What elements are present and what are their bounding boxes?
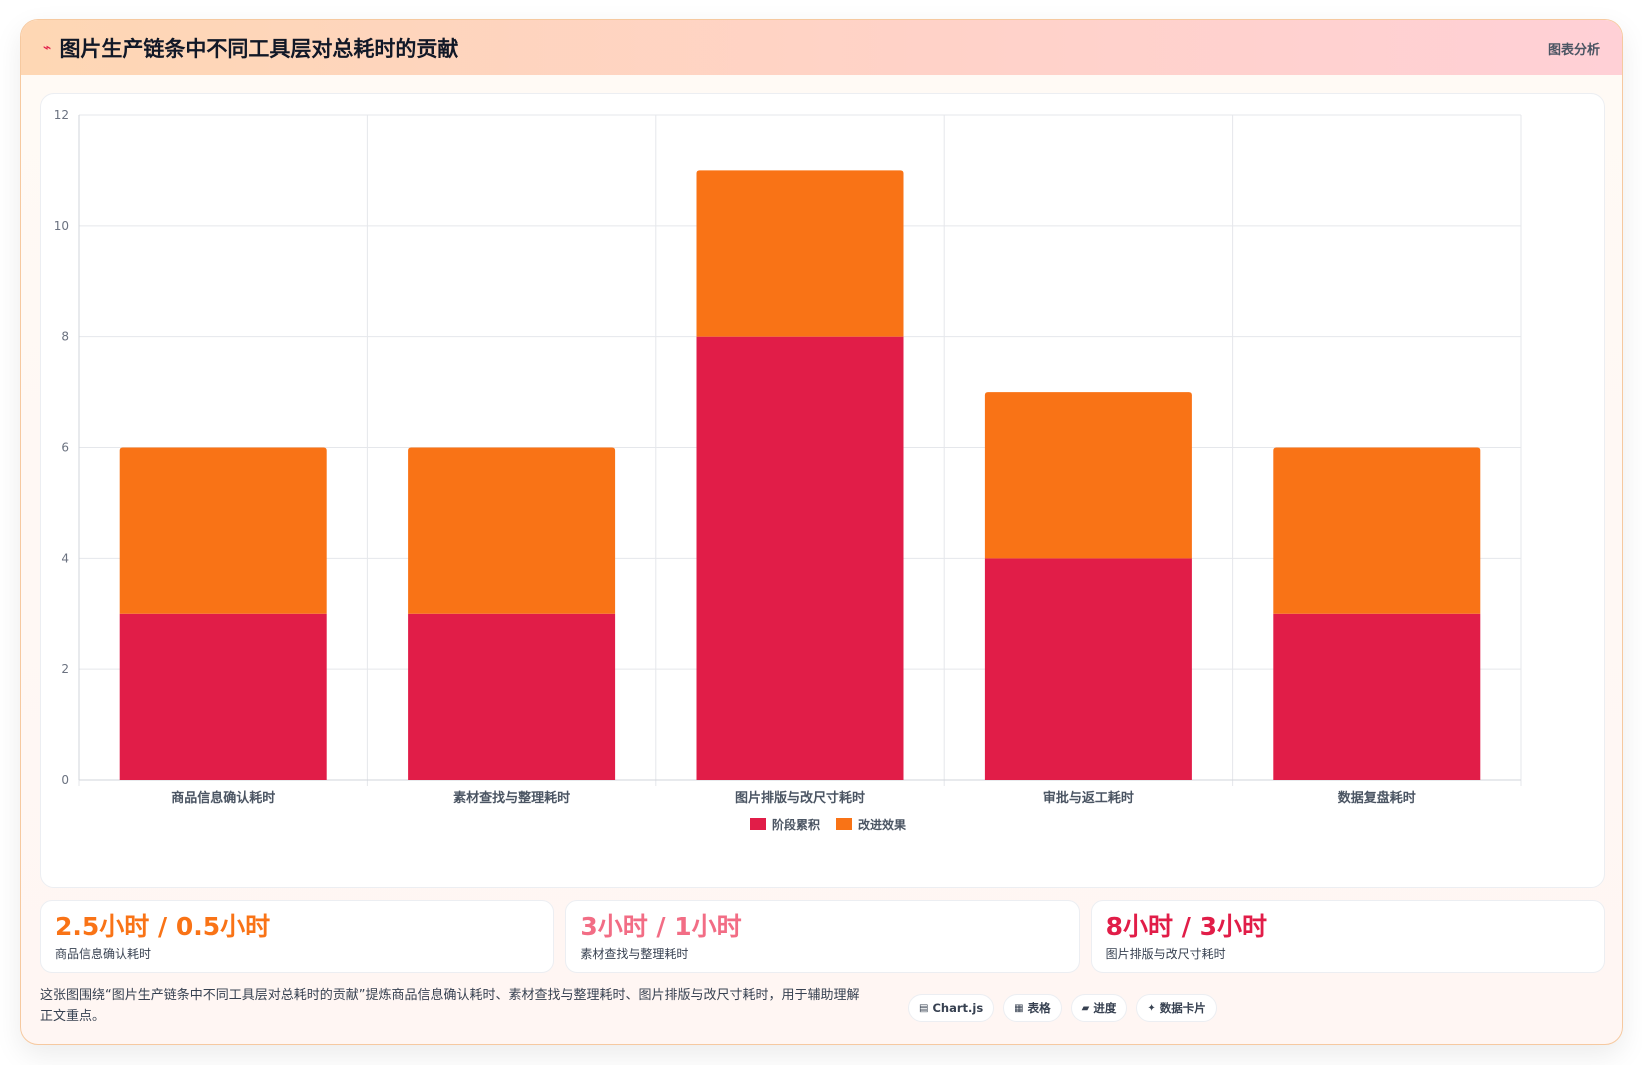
chart-icon: ▤ (919, 1002, 929, 1014)
chip-data-card[interactable]: ✦ 数据卡片 (1136, 994, 1217, 1022)
chip-table[interactable]: ▦ 表格 (1003, 994, 1062, 1022)
stat-value: 3小时 / 1小时 (580, 912, 742, 941)
stat-label: 素材查找与整理耗时 (580, 947, 689, 961)
legend-label-1: 改进效果 (858, 817, 906, 832)
y-tick-label: 10 (54, 219, 69, 233)
chart-panel: 0 2 4 6 8 10 12 商品信息确认耗时 素材查找与整理耗时 图片排版与改尺寸耗时 审批与返… (40, 93, 1605, 888)
progress-icon: ▰ (1081, 1002, 1090, 1014)
bar-stage-0 (119, 613, 327, 780)
x-tick-label: 图片排版与改尺寸耗时 (735, 790, 865, 806)
stat-value: 2.5小时 / 0.5小时 (55, 912, 271, 941)
stat-cards: 2.5小时 / 0.5小时 商品信息确认耗时 3小时 / 1小时 素材查找与整理… (40, 900, 1605, 973)
card-icon: ✦ (1147, 1002, 1156, 1014)
bar-stage-2 (696, 336, 904, 780)
stat-card-3: 8小时 / 3小时 图片排版与改尺寸耗时 (1090, 900, 1605, 973)
chip-progress[interactable]: ▰ 进度 (1070, 994, 1128, 1022)
bar-improve-0 (119, 447, 327, 614)
bar-stage-4 (1273, 613, 1481, 780)
y-tick-label: 12 (54, 108, 69, 122)
x-tick-label: 素材查找与整理耗时 (453, 790, 570, 806)
x-tick-label: 数据复盘耗时 (1338, 790, 1416, 806)
stat-card-2: 3小时 / 1小时 素材查找与整理耗时 (565, 900, 1080, 973)
x-tick-label: 商品信息确认耗时 (171, 790, 275, 806)
chart-note: 这张图围绕“图片生产链条中不同工具层对总耗时的贡献”提炼商品信息确认耗时、素材查… (40, 988, 860, 1024)
stat-value: 8小时 / 3小时 (1105, 912, 1267, 941)
x-tick-label: 审批与返工耗时 (1043, 790, 1134, 806)
bar-improve-3 (984, 392, 1192, 559)
chart-card: ⌁ 图片生产链条中不同工具层对总耗时的贡献 图表分析 0 2 4 6 8 10 12 商品信息… (20, 19, 1623, 1045)
header-tag: 图表分析 (1547, 43, 1600, 58)
legend-swatch-1 (836, 818, 852, 830)
y-tick-label: 2 (61, 662, 69, 676)
legend-label-0: 阶段累积 (772, 817, 820, 832)
chip-label: 进度 (1093, 1001, 1117, 1015)
chip-chartjs[interactable]: ▤ Chart.js (908, 994, 995, 1022)
chart-title: 图片生产链条中不同工具层对总耗时的贡献 (59, 36, 459, 61)
bar-improve-2 (696, 170, 904, 337)
y-tick-label: 8 (61, 330, 69, 344)
bar-stage-3 (984, 558, 1192, 780)
chip-label: 表格 (1027, 1001, 1051, 1015)
chip-label: Chart.js (932, 1001, 984, 1015)
stat-card-1: 2.5小时 / 0.5小时 商品信息确认耗时 (40, 900, 555, 973)
stat-label: 商品信息确认耗时 (55, 947, 152, 961)
chip-label: 数据卡片 (1159, 1001, 1206, 1015)
stacked-bar-chart: 0 2 4 6 8 10 12 商品信息确认耗时 素材查找与整理耗时 图片排版与改尺寸耗时 审批与返… (54, 108, 1522, 832)
spark-icon: ⌁ (43, 39, 52, 56)
tag-chips: ▤ Chart.js ▦ 表格 ▰ 进度 ✦ 数据卡片 (908, 994, 1217, 1022)
legend-swatch-0 (750, 818, 766, 830)
y-tick-label: 4 (61, 551, 69, 565)
table-icon: ▦ (1014, 1002, 1024, 1014)
card-header: ⌁ 图片生产链条中不同工具层对总耗时的贡献 图表分析 (21, 20, 1622, 75)
bar-improve-4 (1273, 447, 1481, 614)
y-tick-label: 6 (61, 441, 69, 455)
bar-stage-1 (408, 613, 616, 780)
stat-label: 图片排版与改尺寸耗时 (1105, 947, 1226, 961)
bar-improve-1 (408, 447, 616, 614)
y-tick-label: 0 (61, 773, 69, 787)
footer: 这张图围绕“图片生产链条中不同工具层对总耗时的贡献”提炼商品信息确认耗时、素材查… (40, 985, 1605, 1030)
